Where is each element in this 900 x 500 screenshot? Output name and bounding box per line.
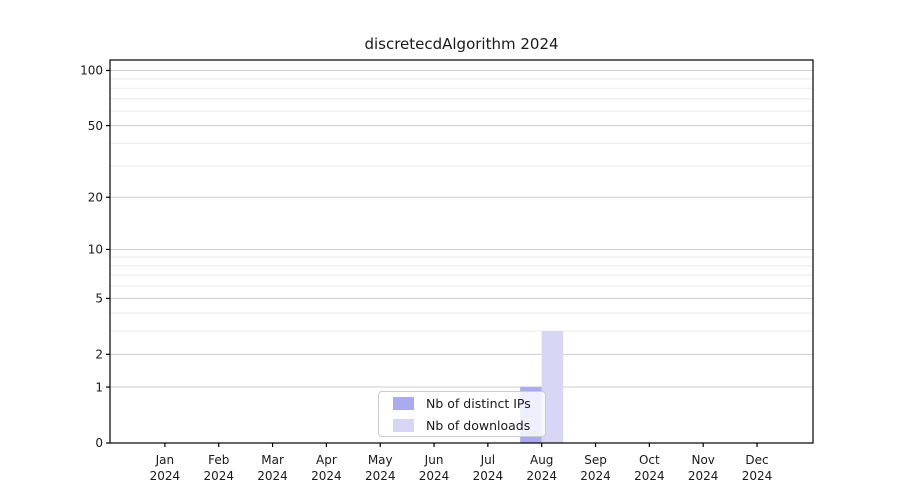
x-tick-label-month: Apr (316, 453, 337, 467)
x-tick-label-year: 2024 (203, 469, 234, 483)
y-tick-label: 0 (95, 436, 103, 450)
x-tick-label-month: Jul (480, 453, 495, 467)
legend-label-distinct-ips: Nb of distinct IPs (426, 395, 531, 411)
legend-swatch-distinct-ips (393, 396, 414, 410)
y-tick-label: 20 (88, 190, 103, 204)
x-tick-label-month: Jun (424, 453, 444, 467)
x-tick-label-year: 2024 (473, 469, 504, 483)
x-tick-label-year: 2024 (742, 469, 773, 483)
x-tick-label-year: 2024 (580, 469, 611, 483)
x-tick-label-year: 2024 (311, 469, 342, 483)
x-tick-label-month: May (368, 453, 393, 467)
legend-item-distinct-ips: Nb of distinct IPs (393, 396, 545, 411)
legend-label-downloads: Nb of downloads (426, 417, 531, 433)
x-tick-label-year: 2024 (688, 469, 719, 483)
x-tick-label-month: Nov (691, 453, 714, 467)
y-tick-label: 100 (80, 64, 103, 78)
x-tick-label-year: 2024 (150, 469, 181, 483)
x-tick-label-year: 2024 (634, 469, 665, 483)
chart-title: discretecdAlgorithm 2024 (364, 35, 559, 53)
x-tick-label-month: Dec (745, 453, 768, 467)
legend: Nb of distinct IPs Nb of downloads (378, 391, 546, 437)
x-tick-label-year: 2024 (419, 469, 450, 483)
x-tick-label-year: 2024 (526, 469, 557, 483)
x-tick-label-month: Feb (208, 453, 229, 467)
y-tick-label: 1 (95, 380, 103, 394)
x-tick-label-month: Aug (530, 453, 553, 467)
legend-swatch-downloads (393, 418, 414, 432)
plot-frame (109, 59, 814, 444)
legend-item-downloads: Nb of downloads (393, 418, 545, 433)
x-tick-label-month: Sep (584, 453, 607, 467)
y-tick-label: 2 (95, 348, 103, 362)
bar-aug-series1 (541, 331, 564, 443)
y-tick-label: 50 (88, 119, 103, 133)
x-tick-label-month: Oct (639, 453, 660, 467)
x-tick-label-year: 2024 (365, 469, 396, 483)
x-tick-label-month: Mar (261, 453, 284, 467)
x-tick-label-month: Jan (155, 453, 175, 467)
y-tick-label: 10 (88, 243, 103, 257)
x-tick-label-year: 2024 (257, 469, 288, 483)
y-tick-label: 5 (95, 292, 103, 306)
